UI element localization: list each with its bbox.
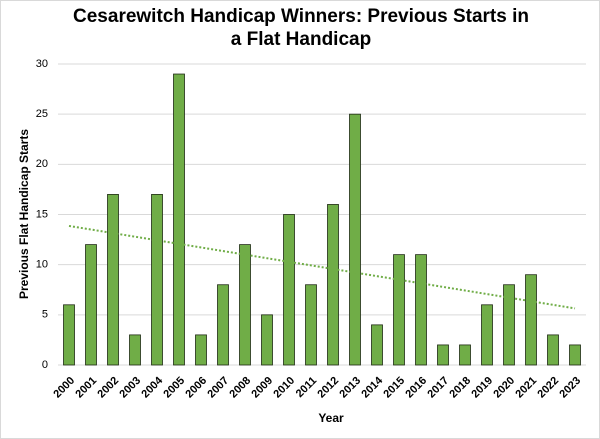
bar	[239, 244, 251, 366]
y-tick-label: 5	[42, 309, 48, 321]
bar	[437, 344, 449, 366]
bar	[393, 254, 405, 366]
bar	[503, 284, 515, 366]
x-tick-label: 2000	[51, 375, 77, 401]
x-tick-label: 2015	[381, 375, 407, 401]
x-tick-label: 2023	[557, 375, 583, 401]
bar	[547, 334, 559, 366]
y-tick-label: 25	[36, 108, 48, 120]
x-tick-label: 2017	[425, 375, 451, 401]
bar	[217, 284, 229, 366]
bar	[305, 284, 317, 366]
x-tick-label: 2020	[491, 375, 517, 401]
x-tick-label: 2014	[359, 374, 385, 400]
bar	[349, 113, 361, 366]
bar	[283, 214, 295, 366]
x-tick-label: 2011	[294, 375, 319, 400]
bar	[415, 254, 427, 366]
y-tick-label: 20	[36, 158, 48, 170]
bar	[261, 314, 273, 366]
x-tick-label: 2006	[183, 375, 209, 401]
x-tick-label: 2018	[447, 375, 473, 401]
bar	[569, 344, 581, 366]
x-tick-label: 2016	[403, 375, 429, 401]
x-tick-label: 2012	[315, 375, 341, 401]
bar	[481, 304, 493, 366]
x-tick-label: 2013	[337, 375, 363, 401]
x-tick-label: 2021	[513, 375, 539, 401]
bar	[459, 344, 471, 366]
y-axis-label: Previous Flat Handicap Starts	[17, 129, 31, 299]
x-tick-label: 2005	[161, 375, 187, 401]
x-tick-label: 2009	[249, 375, 275, 401]
bar	[85, 244, 97, 366]
bar	[151, 194, 163, 366]
bar	[327, 204, 339, 366]
bar	[129, 334, 141, 366]
x-tick-label: 2010	[271, 375, 297, 401]
chart-title: Cesarewitch Handicap Winners: Previous S…	[73, 6, 529, 50]
bar	[371, 324, 383, 366]
bar	[195, 334, 207, 366]
x-tick-label: 2007	[205, 375, 231, 401]
x-axis-label: Year	[318, 411, 344, 425]
y-tick-label: 30	[36, 58, 48, 70]
x-tick-label: 2004	[139, 374, 165, 400]
bar	[107, 194, 119, 366]
y-tick-label: 10	[36, 259, 48, 271]
y-tick-label: 0	[42, 359, 48, 371]
x-tick-label: 2019	[469, 375, 495, 401]
x-tick-label: 2001	[73, 375, 99, 401]
trendline	[68, 224, 576, 310]
x-tick-label: 2002	[95, 375, 121, 401]
x-tick-label: 2003	[117, 375, 143, 401]
bar	[525, 274, 537, 366]
bar	[63, 304, 75, 366]
bar	[173, 73, 185, 366]
x-tick-label: 2008	[227, 375, 253, 401]
x-tick-label: 2022	[535, 375, 561, 401]
y-tick-label: 15	[36, 208, 48, 220]
